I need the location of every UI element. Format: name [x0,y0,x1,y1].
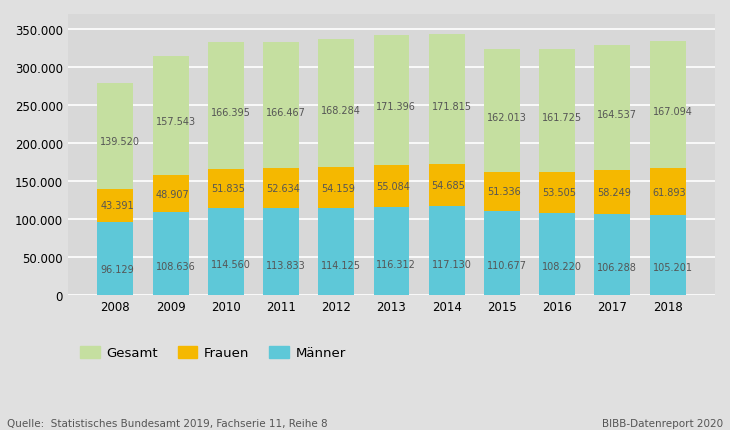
Bar [539,213,575,295]
Bar [263,209,299,295]
Text: 106.288: 106.288 [597,262,637,272]
Bar [594,215,631,295]
Bar [539,173,575,213]
Bar [97,190,134,222]
Text: 55.084: 55.084 [377,181,410,191]
Bar [594,46,631,171]
Bar [153,176,188,213]
Bar [208,169,244,209]
Bar [263,169,299,209]
Bar [650,42,685,169]
Bar [429,206,465,295]
Text: 166.395: 166.395 [211,108,250,117]
Text: 114.125: 114.125 [321,260,361,270]
Bar [97,222,134,295]
Text: 114.560: 114.560 [211,260,250,270]
Bar [374,207,410,295]
Text: 161.725: 161.725 [542,113,583,123]
Text: 108.636: 108.636 [155,261,195,271]
Text: 157.543: 157.543 [155,117,196,127]
Text: 117.130: 117.130 [431,259,472,269]
Text: 162.013: 162.013 [487,112,527,122]
Bar [594,171,631,215]
Text: BIBB-Datenreport 2020: BIBB-Datenreport 2020 [602,418,723,428]
Bar [429,35,465,165]
Text: 113.833: 113.833 [266,260,306,270]
Bar [429,165,465,206]
Text: 43.391: 43.391 [100,201,134,211]
Bar [484,212,520,295]
Bar [318,168,354,209]
Text: 116.312: 116.312 [377,259,416,269]
Text: 54.685: 54.685 [431,181,466,191]
Legend: Gesamt, Frauen, Männer: Gesamt, Frauen, Männer [74,341,351,365]
Text: 52.634: 52.634 [266,184,300,194]
Bar [263,43,299,169]
Text: Quelle:  Statistisches Bundesamt 2019, Fachserie 11, Reihe 8: Quelle: Statistisches Bundesamt 2019, Fa… [7,418,328,428]
Bar [318,40,354,168]
Bar [484,172,520,212]
Bar [650,215,685,295]
Text: 48.907: 48.907 [155,189,189,200]
Text: 108.220: 108.220 [542,261,582,271]
Text: 105.201: 105.201 [653,262,693,272]
Text: 168.284: 168.284 [321,105,361,115]
Text: 96.129: 96.129 [100,265,134,275]
Bar [208,209,244,295]
Text: 61.893: 61.893 [653,187,686,197]
Bar [484,50,520,172]
Text: 51.336: 51.336 [487,187,520,197]
Text: 51.835: 51.835 [211,184,245,194]
Bar [97,84,134,190]
Text: 54.159: 54.159 [321,183,355,193]
Bar [539,50,575,173]
Text: 171.396: 171.396 [377,102,416,112]
Text: 164.537: 164.537 [597,110,637,120]
Text: 139.520: 139.520 [100,137,140,147]
Bar [318,209,354,295]
Text: 171.815: 171.815 [431,101,472,111]
Bar [153,57,188,176]
Text: 110.677: 110.677 [487,261,527,271]
Bar [208,43,244,169]
Text: 166.467: 166.467 [266,108,306,117]
Bar [374,166,410,207]
Bar [374,36,410,166]
Bar [153,213,188,295]
Text: 53.505: 53.505 [542,188,576,198]
Text: 58.249: 58.249 [597,187,631,198]
Text: 167.094: 167.094 [653,107,693,117]
Bar [650,169,685,215]
